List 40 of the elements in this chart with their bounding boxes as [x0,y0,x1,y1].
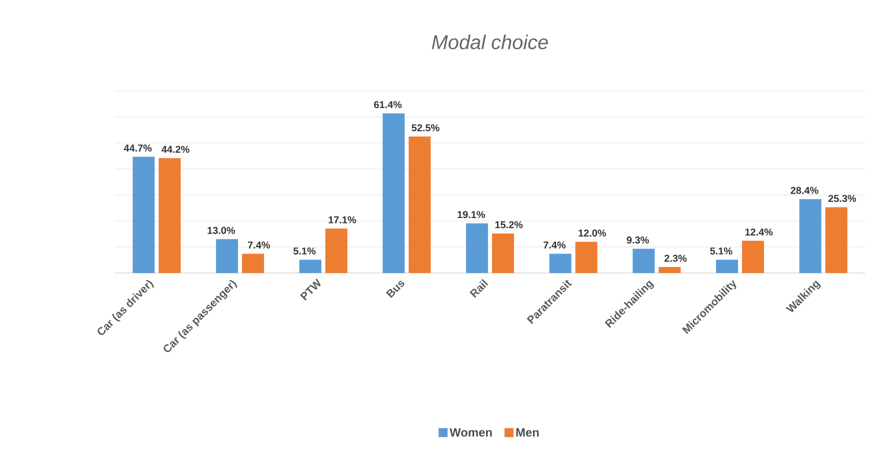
bar [466,223,488,273]
bar [716,260,738,273]
bar [549,254,572,273]
data-label: 19.1% [458,211,486,218]
chart-title: Modal choice [432,34,548,50]
data-label: 7.4% [544,242,566,249]
data-label: 44.7% [124,144,152,152]
legend-label: Women [450,428,492,437]
data-label: 17.1% [328,216,356,224]
bar [799,199,822,273]
bar [382,113,405,273]
bar [216,239,238,273]
bar [408,136,431,273]
bar [742,240,764,273]
data-label: 7.4% [248,242,270,249]
bar [299,260,322,273]
bar [132,156,155,273]
data-label: 5.1% [710,247,732,255]
data-label: 9.3% [626,236,649,244]
x-tick-label: Bus [386,280,404,298]
bar [325,228,348,273]
bar [158,158,181,273]
data-label: 61.4% [374,101,402,108]
bar [825,207,848,273]
data-label: 5.1% [293,247,316,255]
bar [658,267,681,273]
data-label: 28.4% [790,186,818,194]
bar [632,248,655,273]
data-label: 2.3% [664,254,687,262]
bar [242,254,264,273]
data-label: 12.0% [578,230,606,237]
data-label: 44.2% [162,146,190,153]
legend-label: Men [516,428,539,437]
bar [492,233,514,273]
bar [575,242,598,273]
data-label: 25.3% [828,194,856,202]
data-label: 13.0% [208,226,236,234]
data-label: 52.5% [412,124,440,132]
data-label: 15.2% [495,221,523,228]
data-label: 12.4% [745,228,773,236]
